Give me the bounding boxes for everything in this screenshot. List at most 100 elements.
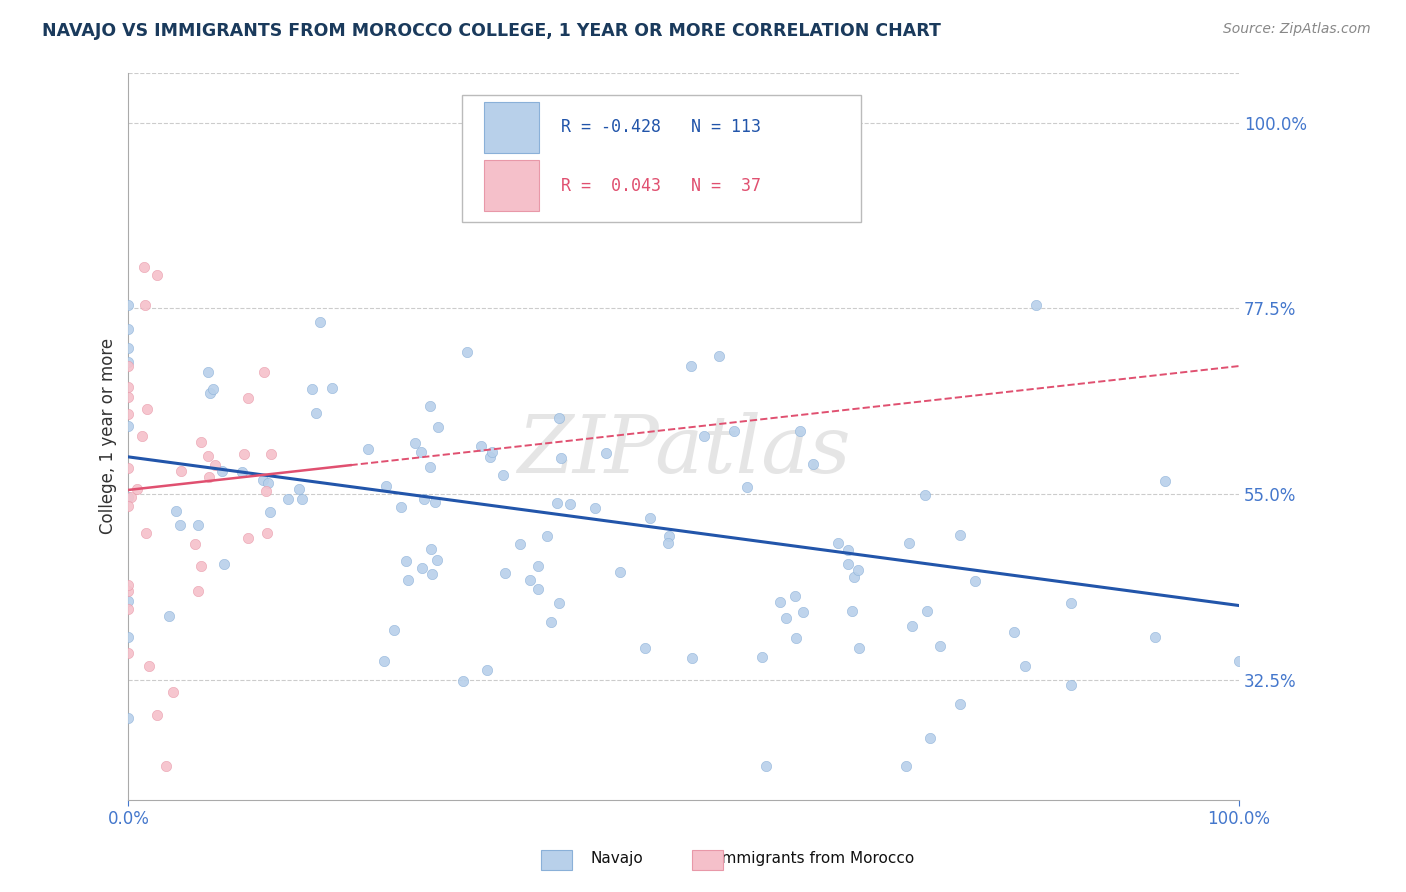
Point <box>277 491 299 506</box>
Point <box>475 664 498 678</box>
Point <box>420 566 443 581</box>
Point <box>456 344 478 359</box>
Point <box>1144 630 1167 644</box>
Point <box>288 482 311 496</box>
Point <box>187 517 209 532</box>
Point <box>197 449 219 463</box>
Point <box>211 464 233 478</box>
Point <box>117 711 139 725</box>
Point <box>117 594 139 608</box>
Point <box>915 604 938 618</box>
Point <box>187 583 209 598</box>
Point <box>117 499 139 513</box>
Point <box>1060 678 1083 692</box>
Text: Navajo: Navajo <box>591 852 644 866</box>
Point <box>411 445 433 459</box>
Point <box>842 570 865 584</box>
Text: Source: ZipAtlas.com: Source: ZipAtlas.com <box>1223 22 1371 37</box>
Point <box>801 457 824 471</box>
Point <box>190 434 212 449</box>
Point <box>117 490 139 504</box>
Point <box>963 574 986 589</box>
Point <box>519 573 541 587</box>
Point <box>259 505 281 519</box>
Point <box>413 492 436 507</box>
Point <box>540 615 562 629</box>
Point <box>657 536 679 550</box>
Point <box>638 511 661 525</box>
Point <box>169 518 191 533</box>
Point <box>1060 597 1083 611</box>
Point <box>527 582 550 596</box>
FancyBboxPatch shape <box>484 102 540 153</box>
Point <box>827 535 849 549</box>
Point <box>117 418 139 433</box>
Point <box>117 631 139 645</box>
Point <box>527 558 550 573</box>
Point <box>165 504 187 518</box>
Point <box>190 559 212 574</box>
Point <box>157 609 180 624</box>
Point <box>136 401 159 416</box>
Point <box>419 399 441 413</box>
Text: Immigrants from Morocco: Immigrants from Morocco <box>717 852 914 866</box>
Point <box>389 500 412 514</box>
Point <box>202 382 225 396</box>
Point <box>254 484 277 499</box>
Point <box>491 467 513 482</box>
Point <box>451 673 474 688</box>
Point <box>509 537 531 551</box>
Point <box>841 604 863 618</box>
Point <box>117 578 139 592</box>
Point <box>470 438 492 452</box>
Point <box>117 354 139 368</box>
Point <box>546 496 568 510</box>
Point <box>427 419 450 434</box>
Point <box>197 365 219 379</box>
Point <box>837 543 859 558</box>
Point <box>723 425 745 439</box>
Point <box>117 407 139 421</box>
Point <box>321 381 343 395</box>
Point <box>259 447 281 461</box>
Point <box>305 406 328 420</box>
Point <box>155 759 177 773</box>
Point <box>792 605 814 619</box>
Point <box>117 461 139 475</box>
Point <box>1002 624 1025 639</box>
Point <box>709 349 731 363</box>
Point <box>117 298 139 312</box>
Point <box>658 529 681 543</box>
Text: R =  0.043   N =  37: R = 0.043 N = 37 <box>561 177 762 194</box>
Point <box>132 260 155 275</box>
Point <box>170 464 193 478</box>
Point <box>309 315 332 329</box>
Point <box>898 536 921 550</box>
Point <box>914 488 936 502</box>
Point <box>253 365 276 379</box>
Point <box>146 268 169 283</box>
Point <box>135 526 157 541</box>
Point <box>198 385 221 400</box>
Point <box>117 342 139 356</box>
Point <box>117 602 139 616</box>
FancyBboxPatch shape <box>484 161 540 211</box>
Point <box>236 392 259 406</box>
Point <box>1025 298 1047 312</box>
Y-axis label: College, 1 year or more: College, 1 year or more <box>100 338 117 534</box>
Point <box>117 359 139 374</box>
Point <box>117 390 139 404</box>
Point <box>134 298 156 312</box>
Point <box>373 654 395 668</box>
Point <box>131 429 153 443</box>
Point <box>901 619 924 633</box>
Point <box>548 411 571 425</box>
Point <box>949 528 972 542</box>
Point <box>785 631 807 645</box>
Point <box>117 584 139 599</box>
Point <box>382 623 405 637</box>
Point <box>162 685 184 699</box>
Point <box>918 731 941 746</box>
Point <box>595 446 617 460</box>
FancyBboxPatch shape <box>461 95 862 222</box>
